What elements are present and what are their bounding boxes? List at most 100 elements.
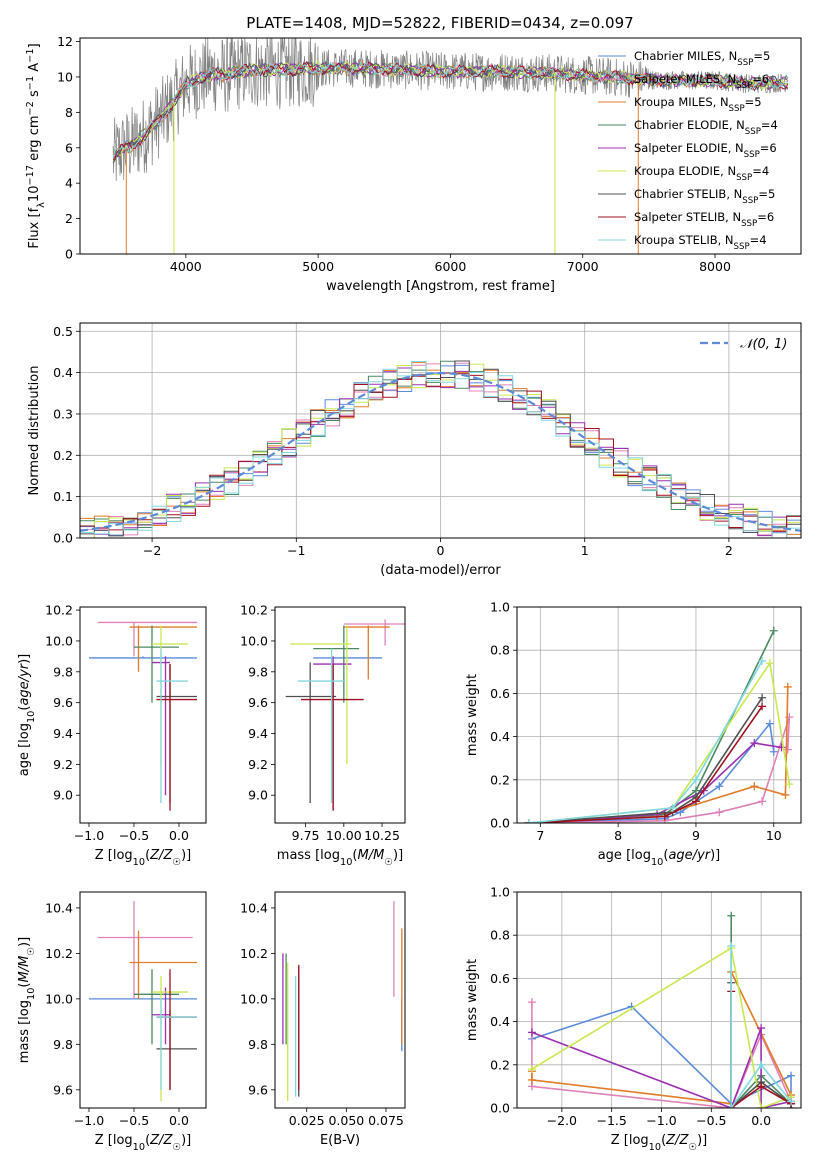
y-tick-label: 10.4 [240, 900, 268, 915]
x-axis-label: Z [log10(Z/Z☉)] [95, 848, 192, 868]
y-tick-label: 0.1 [53, 489, 73, 504]
y-tick-label: 9.8 [53, 1037, 73, 1052]
y-tick-label: 9.6 [248, 1082, 268, 1097]
weight-marker [750, 782, 759, 791]
axes-frame [274, 891, 406, 1109]
y-tick-label: 9.6 [53, 695, 73, 710]
weight-marker [527, 1075, 536, 1084]
weight-line [528, 716, 791, 823]
y-tick-label: 6 [65, 140, 73, 155]
x-tick-label: 7000 [567, 259, 599, 274]
legend-label: Chabrier STELIB, NSSP=5 [634, 187, 775, 206]
x-tick-label: 10.25 [364, 828, 400, 843]
weight-marker [524, 819, 533, 823]
x-tick-label: −0.5 [119, 828, 149, 843]
x-tick-label: 0.0 [169, 828, 189, 843]
x-tick-label: −1.0 [74, 828, 104, 843]
chart-massweight-vs-age: 7 8 9 10 0.0 0.2 0.4 0.6 0.8 1.0 age [log10(age/yr… [465, 600, 802, 868]
weight-line [528, 686, 789, 823]
x-axis-label: (data-model)/error [380, 563, 501, 578]
plot-area [282, 901, 403, 1102]
y-tick-label: 9.2 [53, 757, 73, 772]
y-tick-label: 0.6 [490, 971, 510, 986]
x-tick-label: 2 [725, 543, 733, 558]
x-tick-label: 10.00 [326, 828, 362, 843]
weight-marker [757, 1082, 766, 1091]
weight-marker [758, 797, 767, 806]
y-tick-label: 0 [65, 247, 73, 262]
plot-area [517, 607, 801, 823]
weight-marker [727, 942, 736, 950]
x-tick-label: 5000 [302, 259, 334, 274]
y-tick-label: 0.4 [490, 729, 510, 744]
weight-marker [787, 1071, 796, 1080]
y-tick-label: 0.0 [490, 816, 510, 831]
weight-marker [785, 780, 794, 789]
y-axis-label: mass [log10(M/M☉)] [17, 937, 37, 1063]
y-tick-label: 0.3 [53, 406, 73, 421]
histogram-step [80, 367, 801, 538]
weight-marker [787, 1097, 796, 1106]
spectrum-legend: Chabrier MILES, NSSP=5 Salpeter MILES, NS… [598, 49, 778, 252]
y-tick-label: 0.6 [490, 686, 510, 701]
chart-age-vs-Z: −1.0 −0.5 0.0 9.0 9.2 9.4 9.6 9.8 10.0 10.2 Z [log… [17, 603, 207, 868]
x-tick-label: −0.5 [119, 1113, 149, 1128]
y-tick-label: 0.4 [53, 365, 73, 380]
legend-label: 𝒩(0, 1) [740, 337, 787, 352]
x-tick-label: 9 [692, 828, 700, 843]
y-tick-label: 1.0 [490, 885, 510, 900]
weight-marker [769, 626, 778, 635]
y-axis-label: mass weight [465, 959, 480, 1041]
x-tick-label: 10 [766, 828, 782, 843]
weight-line [528, 705, 763, 823]
chart-residuals: −2 −1 0 1 2 0.0 0.1 0.2 0.3 0.4 0.5 (data-model)/er… [27, 322, 802, 578]
x-tick-label: 8 [614, 828, 622, 843]
weight-line [528, 697, 763, 823]
y-axis-label: Normed distribution [27, 366, 42, 496]
y-tick-label: 0.0 [53, 531, 73, 546]
weight-marker [727, 1104, 736, 1108]
x-tick-label: 9.75 [292, 828, 320, 843]
weight-marker [758, 702, 767, 711]
legend-label: Chabrier ELODIE, NSSP=4 [634, 118, 778, 137]
y-tick-label: 4 [65, 176, 73, 191]
legend-label: Kroupa MILES, NSSP=5 [634, 95, 762, 114]
weight-marker [715, 808, 724, 817]
x-axis-label: Z [log10(Z/Z☉)] [611, 1133, 708, 1153]
x-axis-label: wavelength [Angstrom, rest frame] [326, 279, 555, 294]
y-tick-label: 10.2 [240, 603, 268, 618]
weight-marker [783, 682, 792, 691]
y-tick-label: 8 [65, 105, 73, 120]
x-tick-label: 0 [437, 543, 445, 558]
weight-marker [781, 790, 790, 799]
x-tick-label: 0.050 [328, 1113, 364, 1128]
weight-line [531, 946, 792, 1108]
weight-line [528, 661, 791, 823]
x-tick-label: 6000 [435, 259, 467, 274]
plot-area [517, 892, 801, 1108]
y-tick-label: 0.5 [53, 324, 73, 339]
weight-marker [715, 782, 724, 791]
y-tick-label: 0.8 [490, 643, 510, 658]
y-tick-label: 9.4 [53, 726, 73, 741]
axes-frame [274, 606, 406, 824]
axes-frame [79, 37, 802, 255]
y-tick-label: 9.8 [248, 1037, 268, 1052]
x-tick-label: 8000 [699, 259, 731, 274]
y-tick-label: 12 [57, 34, 73, 49]
weight-marker [527, 1065, 536, 1074]
x-tick-label: 0.025 [289, 1113, 325, 1128]
y-tick-label: 0.0 [490, 1101, 510, 1116]
histogram-step [80, 360, 801, 532]
figure-title: PLATE=1408, MJD=52822, FIBERID=0434, z=0… [246, 14, 633, 32]
y-tick-label: 9.0 [248, 788, 268, 803]
y-tick-label: 9.8 [53, 664, 73, 679]
histogram-step [80, 361, 801, 538]
weight-marker [765, 659, 774, 668]
y-tick-label: 2 [65, 211, 73, 226]
y-tick-label: 9.2 [248, 757, 268, 772]
axes-frame [516, 606, 802, 824]
plot-area [89, 621, 197, 811]
y-axis-label: mass weight [465, 674, 480, 756]
x-tick-label: 7 [536, 828, 544, 843]
